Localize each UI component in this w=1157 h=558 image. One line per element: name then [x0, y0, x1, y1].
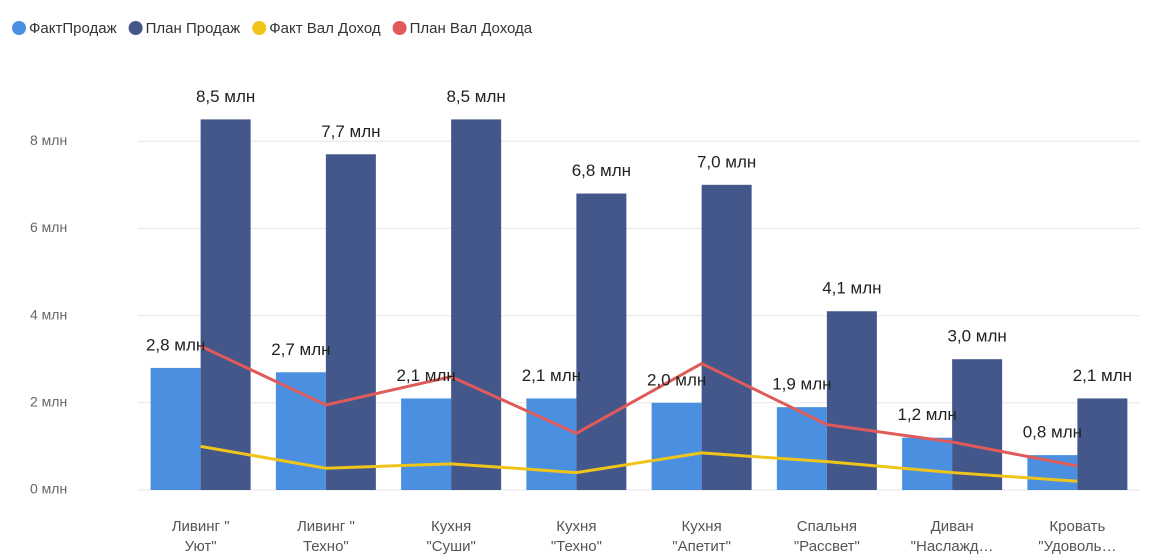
line — [199, 344, 1078, 468]
legend-label: План Вал Дохода — [410, 20, 533, 37]
data-label: 8,5 млн — [446, 87, 505, 106]
data-label: 3,0 млн — [947, 327, 1006, 346]
bar — [701, 184, 752, 491]
legend-label: ФактПродаж — [29, 20, 117, 37]
bar — [1077, 398, 1128, 490]
data-label: 2,0 млн — [647, 370, 706, 389]
data-label: 7,7 млн — [321, 122, 380, 141]
legend-label: План Продаж — [146, 20, 241, 37]
legend-label: Факт Вал Доход — [269, 20, 381, 37]
x-tick-label: Кухня "Апетит" — [672, 518, 731, 555]
bar — [651, 402, 702, 490]
data-label: 6,8 млн — [572, 161, 631, 180]
y-tick-label: 2 млн — [30, 394, 67, 410]
data-label: 7,0 млн — [697, 152, 756, 171]
bar — [150, 367, 201, 490]
y-tick-label: 0 млн — [30, 481, 67, 497]
bar — [902, 437, 953, 490]
x-tick-label: Диван "Наслажд… — [911, 518, 994, 555]
data-label: 0,8 млн — [1023, 423, 1082, 442]
bar — [576, 193, 627, 490]
bar — [275, 372, 326, 490]
y-tick-label: 6 млн — [30, 219, 67, 235]
bar — [526, 398, 577, 490]
x-tick-label: Ливинг " Техно" — [297, 518, 355, 555]
legend-marker — [12, 21, 26, 35]
data-label: 1,9 млн — [772, 375, 831, 394]
data-label: 2,1 млн — [1073, 366, 1132, 385]
data-label: 2,7 млн — [271, 340, 330, 359]
legend-marker — [392, 21, 407, 35]
legend-marker — [128, 21, 143, 35]
bar — [826, 311, 877, 490]
data-label: 8,5 млн — [196, 87, 255, 106]
bar — [451, 119, 502, 491]
x-tick-label: Кухня "Суши" — [426, 518, 475, 555]
bar — [952, 359, 1003, 490]
x-tick-label: Ливинг " Уют" — [172, 518, 230, 555]
x-tick-label: Спальня "Рассвет" — [794, 518, 860, 555]
bar — [401, 398, 452, 490]
data-label: 1,2 млн — [897, 405, 956, 424]
data-label: 2,8 млн — [146, 335, 205, 354]
data-label: 2,1 млн — [522, 366, 581, 385]
data-label: 4,1 млн — [822, 279, 881, 298]
y-tick-label: 4 млн — [30, 306, 67, 322]
line — [200, 444, 1078, 483]
y-tick-label: 8 млн — [30, 132, 67, 148]
bar — [325, 154, 376, 490]
legend-marker — [252, 21, 267, 35]
x-tick-label: Кровать "Удоволь… — [1038, 518, 1116, 555]
bar — [200, 119, 251, 491]
data-label: 2,1 млн — [396, 366, 455, 385]
x-tick-label: Кухня "Техно" — [551, 518, 602, 555]
